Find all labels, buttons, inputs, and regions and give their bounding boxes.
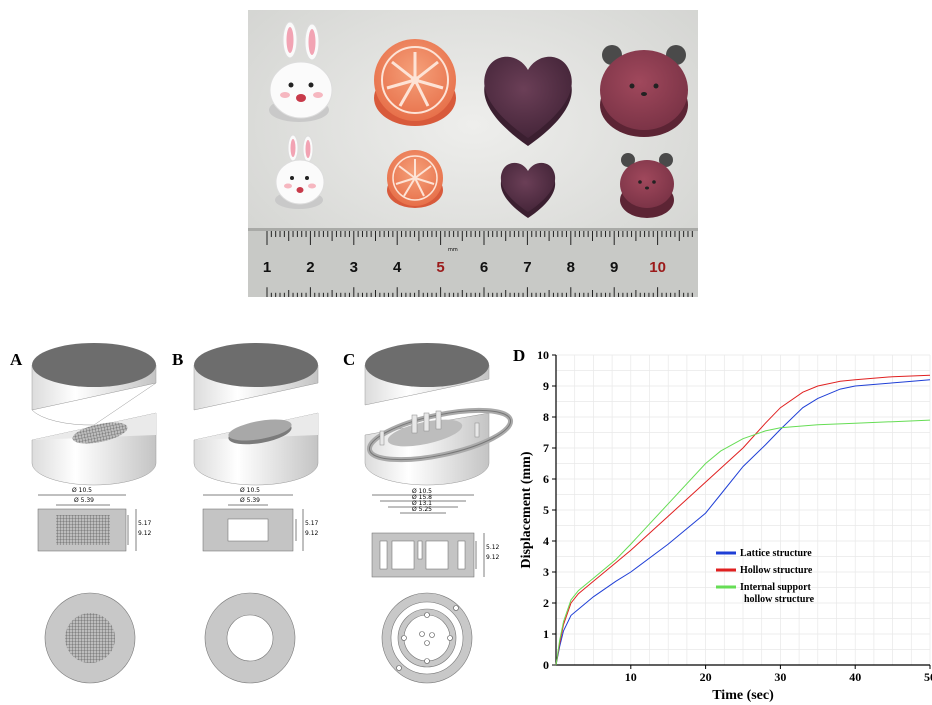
bear-small [620, 153, 674, 218]
displacement-chart: 0 1 2 3 4 5 6 7 8 9 10 10 20 30 40 50 Lattice structure… [519, 348, 932, 703]
y-tick-label: 2 [543, 596, 549, 610]
panel-label-c: C [343, 350, 355, 369]
y-axis-label: Displacement (mm) [519, 451, 534, 568]
a-dim-h2: 9.12 [138, 530, 152, 537]
c-dim-2: Ø 15.8 [412, 494, 432, 501]
ruler: 1 2 3 4 5 6 7 8 9 10 mm [248, 228, 698, 297]
panel-label-d: D [513, 346, 525, 365]
x-tick-label: 20 [700, 670, 712, 684]
panel-a-top-view [44, 592, 136, 684]
bunny-large [269, 21, 333, 122]
bunny-small [275, 134, 325, 209]
panel-label-b: B [172, 350, 183, 369]
y-tick-label: 7 [543, 441, 549, 455]
x-tick-label: 30 [774, 670, 786, 684]
y-tick-label: 4 [543, 534, 549, 548]
ruler-number: 2 [306, 259, 314, 276]
x-tick-label: 10 [625, 670, 637, 684]
b-dim-inner: Ø 5.39 [240, 497, 260, 504]
x-tick-label: 40 [849, 670, 861, 684]
chart-grid [555, 354, 931, 666]
series-line-2 [555, 374, 931, 666]
b-dim-h2: 9.12 [305, 530, 319, 537]
legend-label: Internal support [740, 582, 812, 593]
orange-slice-small [387, 150, 443, 208]
a-dim-outer: Ø 10.5 [72, 487, 92, 494]
y-tick-label: 10 [537, 348, 549, 362]
heart-small [500, 162, 556, 218]
y-tick-label: 5 [543, 503, 549, 517]
c-dim-3: Ø 13.1 [412, 500, 432, 507]
panel-c-3d-model [364, 343, 514, 486]
chart-legend: Lattice structure Hollow structure Interna… [716, 548, 815, 605]
x-tick-label: 50 [924, 670, 932, 684]
gummy-photo: 1 2 3 4 5 6 7 8 9 10 mm [248, 10, 698, 297]
ruler-number: 9 [610, 259, 618, 276]
y-tick-label: 6 [543, 472, 549, 486]
c-dim-4: Ø 5.25 [412, 506, 432, 513]
figure-panels: A B C D Ø 10.5 Ø 5.39 [10, 343, 932, 703]
panel-a-cross-section: Ø 10.5 Ø 5.39 5.17 9.12 [37, 487, 152, 552]
orange-slice-large [374, 39, 456, 126]
y-tick-label: 8 [543, 410, 549, 424]
panel-b-cross-section: Ø 10.5 Ø 5.39 5.17 9.12 [202, 487, 319, 552]
legend-label: hollow structure [744, 594, 815, 605]
c-dim-1: Ø 10.5 [412, 488, 432, 495]
ruler-number: 10 [649, 259, 666, 276]
panel-label-a: A [10, 350, 23, 369]
y-tick-label: 0 [543, 658, 549, 672]
ruler-number: 6 [480, 259, 488, 276]
y-tick-label: 1 [543, 627, 549, 641]
ruler-number: 7 [523, 259, 531, 276]
panel-b-3d-model [193, 343, 319, 486]
ruler-number: 4 [393, 259, 402, 276]
bear-large [600, 45, 688, 137]
a-dim-h1: 5.17 [138, 520, 152, 527]
x-axis-label: Time (sec) [712, 688, 774, 703]
ruler-unit: mm [448, 247, 458, 253]
series-line-1 [555, 379, 931, 666]
chart-axes: 0 1 2 3 4 5 6 7 8 9 10 10 20 30 40 50 [537, 348, 932, 684]
ruler-number: 5 [436, 259, 444, 276]
panel-c-cross-section: Ø 10.5 Ø 15.8 Ø 13.1 Ø 5.25 5.12 9.12 [371, 488, 500, 578]
c-dim-h2: 9.12 [486, 554, 500, 561]
panel-c-top-view [381, 592, 473, 684]
heart-large [484, 56, 572, 146]
ruler-number: 8 [567, 259, 575, 276]
y-tick-label: 9 [543, 379, 549, 393]
panel-b-top-view [204, 592, 296, 684]
legend-label: Hollow structure [740, 565, 813, 576]
y-tick-label: 3 [543, 565, 549, 579]
ruler-number: 3 [350, 259, 358, 276]
series-line-3 [555, 419, 931, 666]
b-dim-outer: Ø 10.5 [240, 487, 260, 494]
a-dim-inner: Ø 5.39 [74, 497, 94, 504]
ruler-number: 1 [263, 259, 271, 276]
chart-lines [555, 374, 931, 666]
c-dim-h1: 5.12 [486, 544, 500, 551]
legend-label: Lattice structure [740, 548, 812, 559]
b-dim-h1: 5.17 [305, 520, 319, 527]
panel-a-3d-model [31, 343, 157, 486]
